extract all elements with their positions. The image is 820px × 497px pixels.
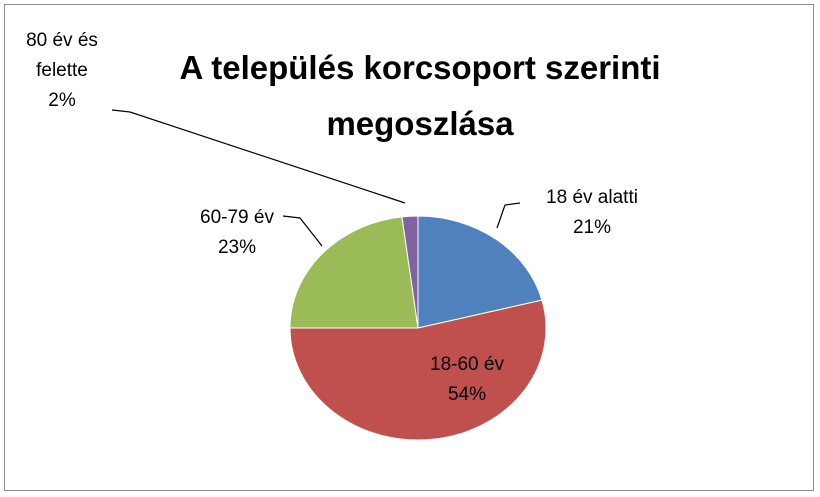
pie-slice xyxy=(401,215,419,329)
category-label: 18-60 év xyxy=(430,354,504,375)
pie-slice xyxy=(417,215,543,329)
category-label: 18 év alatti xyxy=(546,187,638,208)
data-label: 60-79 év 23% xyxy=(162,203,312,263)
pie-slice xyxy=(289,216,419,329)
category-label: 60-79 év xyxy=(200,207,274,228)
value-label: 2% xyxy=(48,90,76,111)
leader-line xyxy=(111,109,406,204)
value-label: 54% xyxy=(447,384,487,405)
chart-border xyxy=(4,4,814,491)
category-label: 80 év és felette xyxy=(26,30,98,81)
leader-line xyxy=(496,202,521,229)
value-label: 23% xyxy=(217,237,257,258)
leader-line xyxy=(282,215,323,247)
chart-title: A település korcsoport szerinti megoszlá… xyxy=(179,49,661,142)
pie-slice xyxy=(289,299,547,441)
data-label: 80 év és felette 2% xyxy=(22,26,102,116)
data-label: 18 év alatti 21% xyxy=(502,183,682,243)
data-label: 18-60 év 54% xyxy=(387,350,547,410)
value-label: 21% xyxy=(572,217,612,238)
